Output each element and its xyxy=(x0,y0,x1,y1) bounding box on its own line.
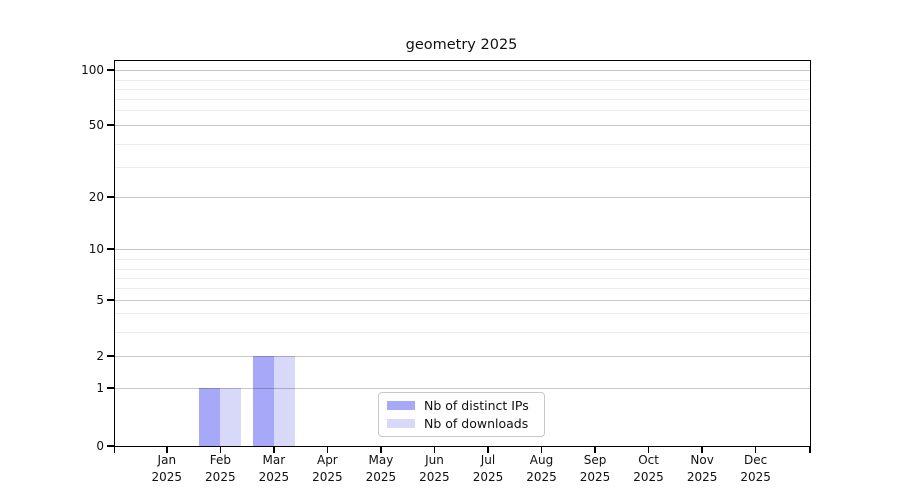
gridline-minor xyxy=(114,144,810,145)
gridline-major xyxy=(114,356,810,357)
gridline-minor xyxy=(114,99,810,100)
x-tick-mark xyxy=(219,447,222,453)
gridline-minor xyxy=(114,80,810,81)
gridline-minor xyxy=(114,332,810,333)
gridline-major xyxy=(114,70,810,71)
x-tick-label: Jan 2025 xyxy=(151,453,183,484)
gridline-minor xyxy=(114,313,810,314)
x-tick-label: Feb 2025 xyxy=(205,453,236,484)
gridline-major xyxy=(114,249,810,250)
x-tick-mark xyxy=(166,447,168,453)
y-tick-label: 10 xyxy=(88,242,104,256)
gridline-major xyxy=(114,197,810,198)
bar xyxy=(273,356,295,446)
y-tick-mark xyxy=(107,124,114,126)
gridline-major xyxy=(114,125,810,126)
y-tick-label: 20 xyxy=(88,190,104,204)
x-tick-label: Jun 2025 xyxy=(419,453,450,484)
legend-item: Nb of downloads xyxy=(387,416,536,431)
x-tick-label: Sep 2025 xyxy=(579,453,611,484)
x-tick-label: Jul 2025 xyxy=(472,453,504,484)
y-tick-label: 1 xyxy=(96,381,104,395)
x-tick-mark xyxy=(594,447,596,453)
y-tick-label: 2 xyxy=(96,349,104,363)
legend-label-downloads: Nb of downloads xyxy=(424,416,529,431)
x-tick-mark-edge xyxy=(809,447,811,453)
x-tick-label: Dec 2025 xyxy=(740,453,771,484)
chart-title: geometry 2025 xyxy=(405,37,518,53)
gridline-minor xyxy=(114,110,810,111)
y-tick-mark xyxy=(107,196,114,198)
bar xyxy=(252,356,274,446)
gridline-major xyxy=(114,388,810,389)
gridline-minor xyxy=(114,89,810,90)
y-tick-mark xyxy=(107,445,114,447)
y-tick-label: 100 xyxy=(81,63,104,77)
y-tick-label: 0 xyxy=(96,439,104,453)
y-tick-mark xyxy=(107,387,114,389)
x-tick-mark xyxy=(326,447,329,453)
legend-item: Nb of distinct IPs xyxy=(387,398,536,413)
x-tick-mark xyxy=(487,447,489,453)
bar xyxy=(199,388,221,446)
x-tick-mark xyxy=(273,447,275,453)
legend: Nb of distinct IPs Nb of downloads xyxy=(378,392,545,437)
x-tick-label: Oct 2025 xyxy=(633,453,664,484)
gridline-minor xyxy=(114,278,810,279)
bar xyxy=(220,388,242,446)
x-tick-label: Mar 2025 xyxy=(258,453,290,484)
gridline-minor xyxy=(114,269,810,270)
x-tick-label: May 2025 xyxy=(365,453,397,484)
y-tick-label: 5 xyxy=(96,293,104,307)
y-tick-mark xyxy=(107,69,114,71)
gridline-minor xyxy=(114,167,810,168)
x-tick-mark-edge xyxy=(113,447,115,453)
legend-swatch-distinct-ips xyxy=(387,401,415,410)
x-tick-mark xyxy=(540,447,543,453)
gridline-minor xyxy=(114,288,810,289)
x-tick-mark xyxy=(647,447,650,453)
x-tick-mark xyxy=(433,447,436,453)
gridline-minor xyxy=(114,259,810,260)
y-tick-label: 50 xyxy=(88,118,104,132)
gridline-major xyxy=(114,300,810,301)
x-tick-mark xyxy=(701,447,703,453)
legend-label-distinct-ips: Nb of distinct IPs xyxy=(424,398,529,413)
x-tick-label: Apr 2025 xyxy=(312,453,343,484)
x-tick-label: Nov 2025 xyxy=(686,453,718,484)
legend-swatch-downloads xyxy=(387,419,415,428)
y-tick-mark xyxy=(107,299,114,301)
x-tick-mark xyxy=(380,447,382,453)
y-tick-mark xyxy=(107,355,114,357)
x-tick-mark xyxy=(754,447,757,453)
y-tick-mark xyxy=(107,248,114,250)
x-tick-label: Aug 2025 xyxy=(526,453,557,484)
